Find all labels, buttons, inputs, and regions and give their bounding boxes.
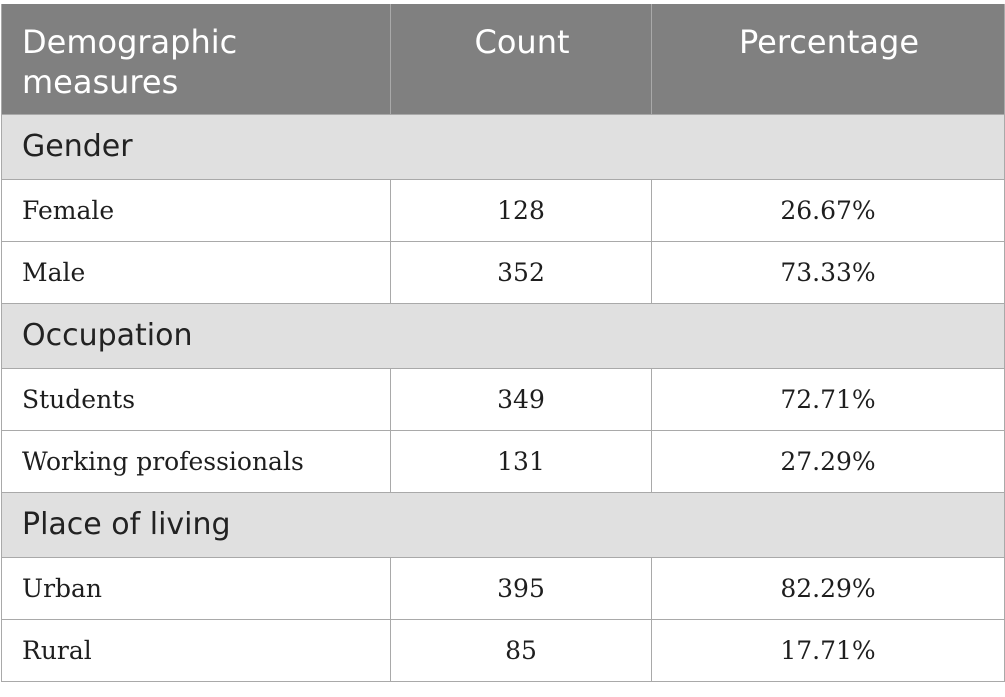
header-demographic-measures: Demographic measures (1, 4, 391, 115)
section-title: Gender (1, 113, 1005, 180)
section-row-gender: Gender (1, 113, 1005, 180)
row-label: Urban (1, 556, 391, 620)
row-percentage: 27.29% (651, 429, 1005, 493)
header-count: Count (390, 4, 652, 115)
header-percentage: Percentage (651, 4, 1005, 115)
row-percentage: 72.71% (651, 367, 1005, 431)
header-row: Demographic measures Count Percentage (1, 4, 1005, 115)
row-label: Female (1, 178, 391, 242)
row-count: 395 (390, 556, 652, 620)
table-row: Urban 395 82.29% (1, 556, 1005, 620)
row-count: 352 (390, 240, 652, 304)
section-title: Place of living (1, 491, 1005, 558)
table-row: Students 349 72.71% (1, 367, 1005, 431)
row-label: Working professionals (1, 429, 391, 493)
row-count: 349 (390, 367, 652, 431)
table-row: Female 128 26.67% (1, 178, 1005, 242)
row-percentage: 82.29% (651, 556, 1005, 620)
section-row-place-of-living: Place of living (1, 491, 1005, 558)
row-count: 131 (390, 429, 652, 493)
demographics-table: Demographic measures Count Percentage Ge… (1, 4, 1005, 682)
table-body: Gender Female 128 26.67% Male 352 73.33%… (1, 113, 1005, 682)
row-label: Rural (1, 618, 391, 682)
table-row: Male 352 73.33% (1, 240, 1005, 304)
table-row: Working professionals 131 27.29% (1, 429, 1005, 493)
row-label: Male (1, 240, 391, 304)
row-percentage: 26.67% (651, 178, 1005, 242)
row-label: Students (1, 367, 391, 431)
table-header: Demographic measures Count Percentage (1, 4, 1005, 115)
section-title: Occupation (1, 302, 1005, 369)
row-percentage: 73.33% (651, 240, 1005, 304)
table-row: Rural 85 17.71% (1, 618, 1005, 682)
row-percentage: 17.71% (651, 618, 1005, 682)
section-row-occupation: Occupation (1, 302, 1005, 369)
row-count: 85 (390, 618, 652, 682)
row-count: 128 (390, 178, 652, 242)
